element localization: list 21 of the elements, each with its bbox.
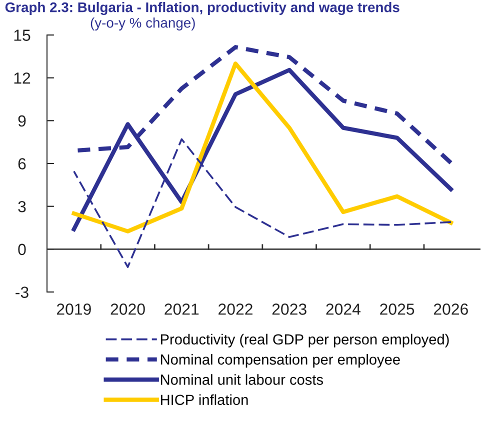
y-tick-label: 12 xyxy=(14,72,30,84)
x-tick-label: 2026 xyxy=(434,304,468,315)
legend-label: Productivity (real GDP per person employed) xyxy=(160,334,449,348)
y-tick-label: 6 xyxy=(18,158,26,170)
y-tick-label: -3 xyxy=(16,286,28,298)
x-tick-label: 2020 xyxy=(110,304,145,315)
x-tick-label: 2023 xyxy=(272,304,306,315)
x-tick-label: 2025 xyxy=(380,304,414,315)
legend-label: Nominal unit labour costs xyxy=(160,374,323,385)
x-tick-label: 2022 xyxy=(218,304,252,315)
x-tick-label: 2019 xyxy=(56,304,91,315)
legend-label: Nominal compensation per employee xyxy=(160,354,400,368)
x-tick-label: 2024 xyxy=(326,304,360,315)
x-tick-label: 2021 xyxy=(164,304,199,315)
chart-subtitle: (y-o-y % change) xyxy=(90,18,195,30)
y-tick-label: 3 xyxy=(18,200,26,212)
legend-label: HICP inflation xyxy=(160,394,248,406)
y-tick-label: 0 xyxy=(18,244,26,256)
y-tick-label: 9 xyxy=(18,115,26,127)
chart-title: Graph 2.3: Bulgaria - Inflation, productivity and wage trends xyxy=(5,2,400,16)
y-tick-label: 15 xyxy=(14,30,30,41)
